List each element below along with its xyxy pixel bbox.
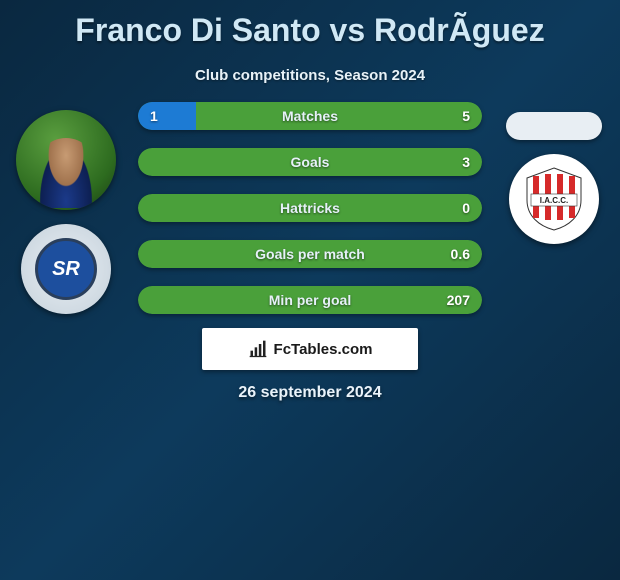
stat-right-value: 5 [426,108,482,124]
right-club-text: I.A.C.C. [540,196,568,205]
card-body: SR 1Matches5 Goals3 Hattricks0 Goals per ma… [0,102,620,314]
comparison-card: Franco Di Santo vs RodrÃ­guez Club compe… [0,0,620,440]
stats-column: 1Matches5 Goals3 Hattricks0 Goals per match… [126,102,494,314]
stat-label: Matches [194,108,426,124]
stat-label: Min per goal [194,292,426,308]
stat-label: Goals [194,154,426,170]
left-player-column: SR [6,102,126,314]
stat-right-value: 3 [426,154,482,170]
card-subtitle: Club competitions, Season 2024 [0,67,620,84]
right-team-pill [506,112,602,140]
chart-icon [248,339,268,359]
right-club-logo: I.A.C.C. [509,154,599,244]
card-title: Franco Di Santo vs RodrÃ­guez [0,0,620,49]
stat-right-value: 207 [426,292,482,308]
watermark-text: FcTables.com [274,341,373,358]
stat-bar: Min per goal207 [138,286,482,314]
stat-bar: Goals per match0.6 [138,240,482,268]
card-date: 26 september 2024 [0,384,620,402]
stat-left-value: 1 [138,108,194,124]
watermark: FcTables.com [202,328,418,370]
left-club-initials: SR [52,258,80,281]
stat-label: Goals per match [194,246,426,262]
stat-bar: 1Matches5 [138,102,482,130]
stat-bar: Goals3 [138,148,482,176]
stat-label: Hattricks [194,200,426,216]
stat-bar: Hattricks0 [138,194,482,222]
left-player-photo [16,110,116,210]
stat-right-value: 0.6 [426,246,482,262]
stat-right-value: 0 [426,200,482,216]
left-club-logo: SR [21,224,111,314]
right-player-column: I.A.C.C. [494,102,614,244]
